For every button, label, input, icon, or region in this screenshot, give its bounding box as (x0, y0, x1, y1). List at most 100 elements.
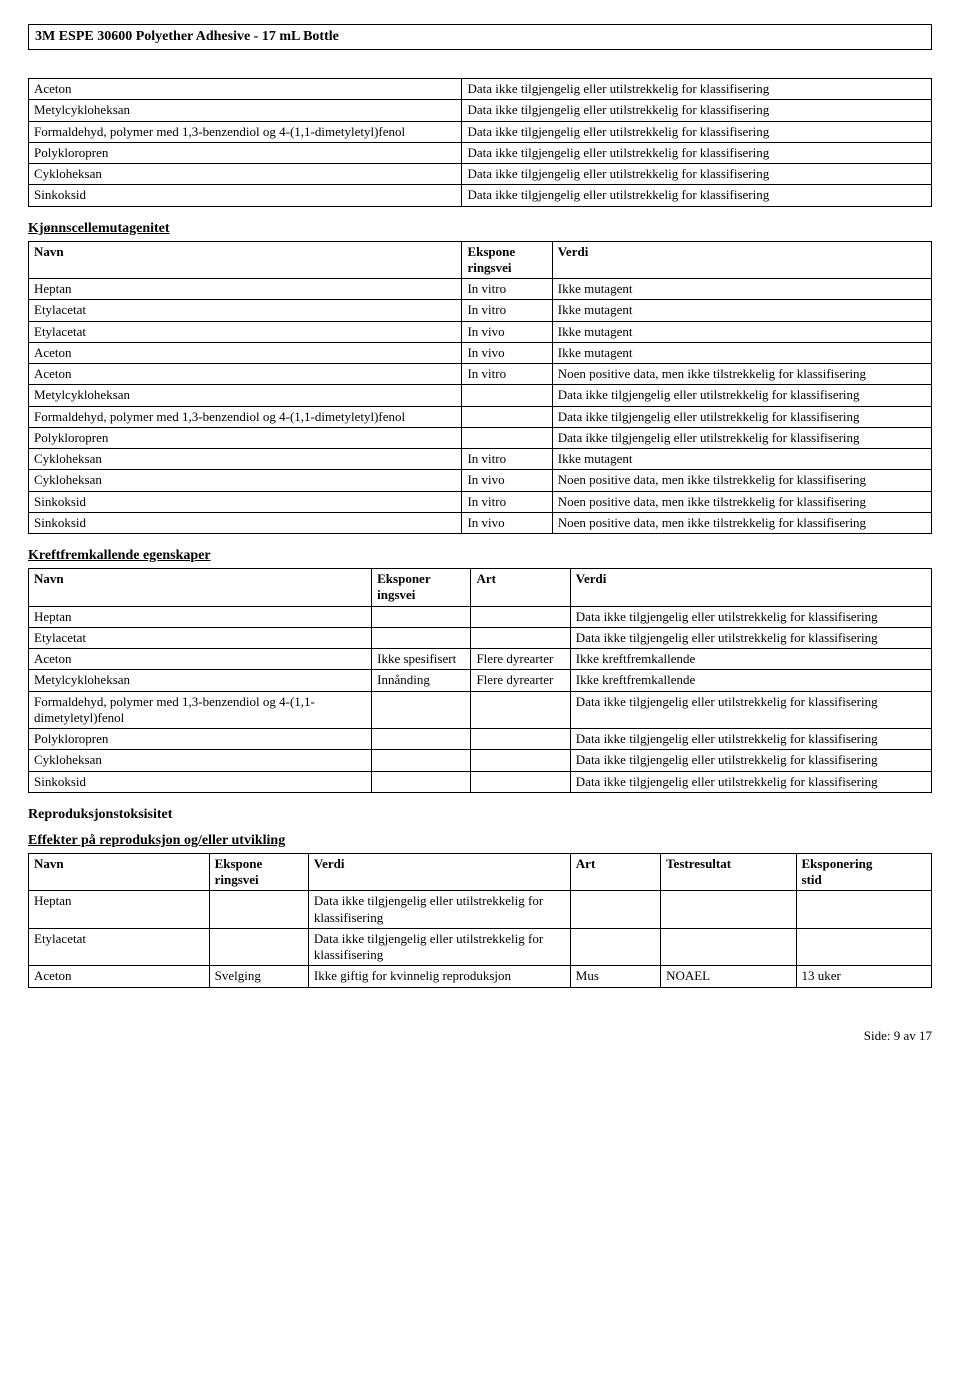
section2-title: Kjønnscellemutagenitet (28, 221, 932, 237)
table-cell (372, 606, 471, 627)
table-row: Formaldehyd, polymer med 1,3-benzendiol … (29, 406, 932, 427)
table-cell (471, 691, 570, 729)
table-cell: Noen positive data, men ikke tilstrekkel… (552, 364, 931, 385)
table-cell (570, 928, 660, 966)
th-eksponer: Eksponeringsvei (372, 569, 471, 607)
table-header-row: Navn Eksponeringsvei Verdi (29, 241, 932, 279)
table-cell (462, 427, 552, 448)
th-ekspone: Eksponeringsvei (209, 853, 308, 891)
table-cell: Data ikke tilgjengelig eller utilstrekke… (552, 406, 931, 427)
table-cell: Heptan (29, 891, 210, 929)
table-cell (796, 891, 931, 929)
table-section1: AcetonData ikke tilgjengelig eller utils… (28, 78, 932, 207)
section5-title: Effekter på reproduksjon og/eller utvikl… (28, 833, 932, 849)
table-cell: Data ikke tilgjengelig eller utilstrekke… (552, 427, 931, 448)
table-row: AcetonIn vitroNoen positive data, men ik… (29, 364, 932, 385)
table-cell: NOAEL (661, 966, 796, 987)
table-row: PolykloroprenData ikke tilgjengelig elle… (29, 142, 932, 163)
table-cell (209, 891, 308, 929)
table-row: Formaldehyd, polymer med 1,3-benzendiol … (29, 121, 932, 142)
table-cell: Ikke mutagent (552, 449, 931, 470)
table-cell: In vitro (462, 364, 552, 385)
table-cell: Sinkoksid (29, 185, 462, 206)
table-cell: Etylacetat (29, 300, 462, 321)
table-row: EtylacetatIn vitroIkke mutagent (29, 300, 932, 321)
table-row: PolykloroprenData ikke tilgjengelig elle… (29, 729, 932, 750)
th-art: Art (570, 853, 660, 891)
table-cell: Sinkoksid (29, 771, 372, 792)
table-row: SinkoksidIn vitroNoen positive data, men… (29, 491, 932, 512)
table-row: SinkoksidIn vivoNoen positive data, men … (29, 512, 932, 533)
table-cell: Data ikke tilgjengelig eller utilstrekke… (462, 79, 932, 100)
table-cell: Polykloropren (29, 142, 462, 163)
th-navn: Navn (29, 569, 372, 607)
table-cell (570, 891, 660, 929)
table-cell: Innånding (372, 670, 471, 691)
table-cell: Noen positive data, men ikke tilstrekkel… (552, 512, 931, 533)
table-cell: Ikke kreftfremkallende (570, 670, 931, 691)
table-cell: Aceton (29, 649, 372, 670)
table-row: HeptanIn vitroIkke mutagent (29, 279, 932, 300)
table-cell (462, 385, 552, 406)
table-cell: In vitro (462, 449, 552, 470)
document-title-box: 3M ESPE 30600 Polyether Adhesive - 17 mL… (28, 24, 932, 50)
table-cell: Metylcykloheksan (29, 100, 462, 121)
table-cell: Aceton (29, 364, 462, 385)
table-cell: Ikke kreftfremkallende (570, 649, 931, 670)
table-section3: Navn Eksponeringsvei Art Verdi HeptanDat… (28, 568, 932, 793)
table-cell: In vitro (462, 279, 552, 300)
th-navn: Navn (29, 853, 210, 891)
table-cell (661, 928, 796, 966)
table-row: Formaldehyd, polymer med 1,3-benzendiol … (29, 691, 932, 729)
table-cell: In vivo (462, 512, 552, 533)
table-cell: Aceton (29, 79, 462, 100)
table-row: AcetonData ikke tilgjengelig eller utils… (29, 79, 932, 100)
table-row: HeptanData ikke tilgjengelig eller utils… (29, 606, 932, 627)
th-art: Art (471, 569, 570, 607)
document-title: 3M ESPE 30600 Polyether Adhesive - 17 mL… (35, 29, 339, 44)
table-cell (209, 928, 308, 966)
table-cell: In vitro (462, 300, 552, 321)
table-cell (471, 771, 570, 792)
table-row: CykloheksanIn vitroIkke mutagent (29, 449, 932, 470)
table-cell: Flere dyrearter (471, 670, 570, 691)
table-cell (372, 627, 471, 648)
table-cell: Data ikke tilgjengelig eller utilstrekke… (570, 771, 931, 792)
table-cell: Heptan (29, 606, 372, 627)
table-cell: Ikke mutagent (552, 300, 931, 321)
table-cell (462, 406, 552, 427)
table-cell: In vivo (462, 470, 552, 491)
table-cell (661, 891, 796, 929)
table-section5: Navn Eksponeringsvei Verdi Art Testresul… (28, 853, 932, 988)
table-cell (372, 750, 471, 771)
table-row: EtylacetatIn vivoIkke mutagent (29, 321, 932, 342)
table-cell: In vivo (462, 342, 552, 363)
table-cell: Data ikke tilgjengelig eller utilstrekke… (462, 164, 932, 185)
table-cell: Cykloheksan (29, 164, 462, 185)
table-cell: Data ikke tilgjengelig eller utilstrekke… (462, 142, 932, 163)
th-verdi: Verdi (308, 853, 570, 891)
table-header-row: Navn Eksponeringsvei Art Verdi (29, 569, 932, 607)
table-row: AcetonIkke spesifisertFlere dyrearterIkk… (29, 649, 932, 670)
table-cell: Noen positive data, men ikke tilstrekkel… (552, 470, 931, 491)
table-cell: Data ikke tilgjengelig eller utilstrekke… (570, 627, 931, 648)
page-footer: Side: 9 av 17 (28, 1028, 932, 1044)
table-cell: Ikke spesifisert (372, 649, 471, 670)
th-verdi: Verdi (570, 569, 931, 607)
table-cell: Polykloropren (29, 729, 372, 750)
table-cell: Data ikke tilgjengelig eller utilstrekke… (570, 691, 931, 729)
table-row: AcetonIn vivoIkke mutagent (29, 342, 932, 363)
table-cell: Ikke giftig for kvinnelig reproduksjon (308, 966, 570, 987)
table-cell (372, 729, 471, 750)
table-row: PolykloroprenData ikke tilgjengelig elle… (29, 427, 932, 448)
table-cell (471, 627, 570, 648)
table-cell (372, 691, 471, 729)
table-cell: Formaldehyd, polymer med 1,3-benzendiol … (29, 406, 462, 427)
table-cell: Ikke mutagent (552, 321, 931, 342)
table-row: EtylacetatData ikke tilgjengelig eller u… (29, 627, 932, 648)
table-cell: Formaldehyd, polymer med 1,3-benzendiol … (29, 691, 372, 729)
table-row: CykloheksanIn vivoNoen positive data, me… (29, 470, 932, 491)
table-row: MetylcykloheksanData ikke tilgjengelig e… (29, 100, 932, 121)
th-navn: Navn (29, 241, 462, 279)
table-cell: Mus (570, 966, 660, 987)
